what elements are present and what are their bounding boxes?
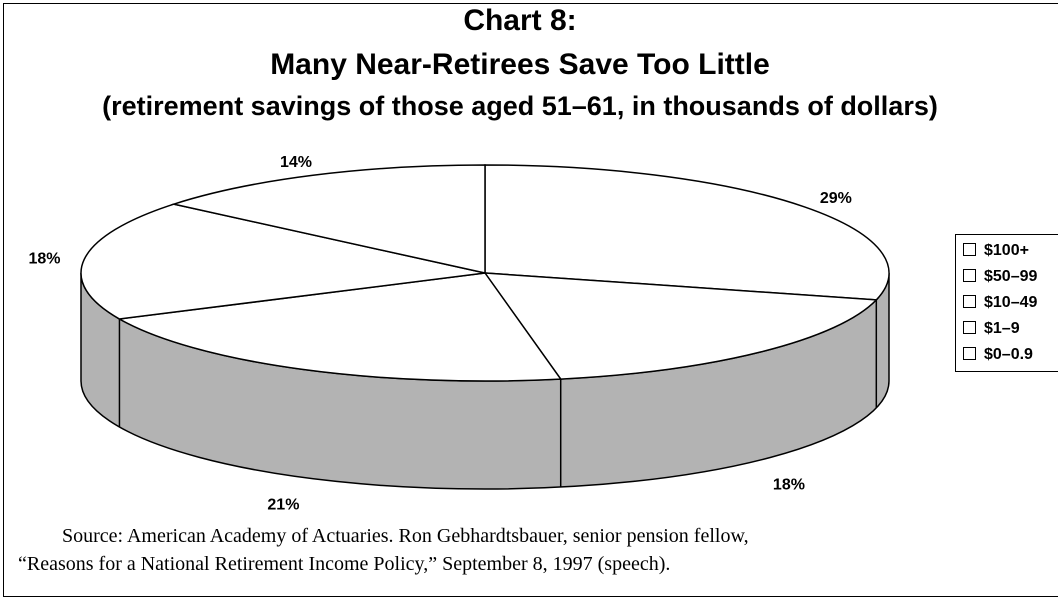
legend-label: $0–0.9 <box>984 346 1033 363</box>
source-line-1: Source: American Academy of Actuaries. R… <box>62 525 749 547</box>
legend-item: $0–0.9 <box>963 345 1033 365</box>
pie-slice <box>483 272 878 380</box>
pie-label: 21% <box>267 496 299 513</box>
legend-label: $100+ <box>984 242 1029 259</box>
legend-label: $50–99 <box>984 268 1038 285</box>
legend-label: $1–9 <box>984 320 1020 337</box>
legend-item: $1–9 <box>963 319 1020 339</box>
chart-title: Chart 8: <box>463 4 577 37</box>
legend-swatch <box>963 243 976 256</box>
legend-label: $10–49 <box>984 294 1038 311</box>
pie-slice <box>117 272 563 382</box>
legend-swatch <box>963 295 976 308</box>
source-line-2: “Reasons for a National Retirement Incom… <box>18 553 671 575</box>
legend-item: $10–49 <box>963 293 1037 313</box>
legend-item: $50–99 <box>963 267 1037 287</box>
pie-slice <box>484 164 890 301</box>
pie-slice <box>80 203 486 320</box>
legend-swatch <box>963 347 976 360</box>
chart-subtitle: Many Near-Retirees Save Too Little <box>270 48 770 81</box>
pie-label: 18% <box>28 250 60 267</box>
chart-subtitle-detail: (retirement savings of those aged 51–61,… <box>102 91 938 121</box>
source-note: Source: American Academy of Actuaries. R… <box>18 522 1038 578</box>
legend: $100+ $50–99 $10–49 $1–9 $0–0.9 <box>955 234 1058 372</box>
pie-label: 18% <box>773 476 805 493</box>
legend-swatch <box>963 269 976 282</box>
pie-label: 14% <box>280 154 312 171</box>
pie-label: 29% <box>820 190 852 207</box>
pie-slice <box>170 164 486 274</box>
legend-swatch <box>963 321 976 334</box>
legend-item: $100+ <box>963 241 1029 261</box>
